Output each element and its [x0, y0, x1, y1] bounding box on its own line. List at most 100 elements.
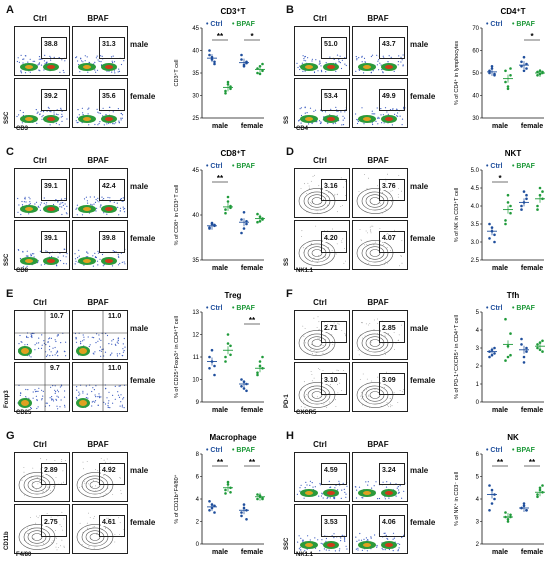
x-tick-label: female: [241, 123, 263, 130]
flow-x-axis-label: CD3: [16, 126, 29, 132]
data-point: [541, 339, 544, 343]
y-tick-label: 3: [476, 346, 480, 352]
flow-y-axis-label: SS: [284, 115, 290, 124]
panel-label: C: [6, 146, 14, 158]
chart-title: CD3⁺T: [220, 7, 245, 16]
row-label-male: male: [130, 40, 149, 49]
chart-title: NKT: [505, 149, 522, 158]
y-tick-label: 10: [192, 378, 199, 384]
data-point: [536, 70, 539, 74]
gate: [379, 463, 405, 485]
gate: [99, 231, 125, 253]
flow-plot: 2.71: [294, 310, 350, 360]
column-header-bpaf: BPAF: [87, 14, 109, 23]
data-point: [258, 360, 262, 363]
data-point: [229, 87, 232, 91]
x-tick-label: female: [521, 407, 543, 414]
significance-marker: **: [529, 458, 536, 467]
gate: [379, 515, 405, 537]
panel-label: A: [6, 4, 14, 16]
gate-percentage: 39.8: [101, 235, 117, 242]
y-tick-label: 4: [196, 497, 200, 503]
data-point: [509, 67, 512, 70]
gate-percentage: 4.20: [323, 235, 339, 242]
column-header-ctrl: Ctrl: [313, 156, 327, 165]
flow-density: [17, 196, 68, 216]
flow-plot: 3.24: [352, 452, 408, 502]
data-point: [261, 355, 264, 359]
column-header-ctrl: Ctrl: [33, 298, 47, 307]
flow-y-axis-label: PD-1: [284, 394, 290, 408]
flow-x-axis-label: CXCR5: [296, 410, 317, 416]
data-point: [493, 240, 496, 244]
data-point: [488, 222, 491, 226]
flow-plot: 53.4: [294, 78, 350, 128]
chart-title: CD4⁺T: [500, 7, 525, 16]
flow-plot: 10.7: [14, 310, 70, 360]
y-axis-label: % of NK in CD3⁺T cell: [453, 188, 460, 242]
flow-density: [75, 55, 125, 74]
row-label-male: male: [410, 324, 429, 333]
data-point: [256, 220, 259, 224]
data-point: [256, 373, 259, 377]
significance-marker: *: [530, 32, 534, 41]
data-point: [256, 71, 259, 75]
flow-density: [298, 316, 347, 356]
data-point: [245, 222, 248, 226]
legend-ctrl: • Ctrl: [206, 21, 223, 28]
flow-plot: 3.53: [294, 504, 350, 554]
flow-plot: 39.1: [14, 220, 70, 270]
panel-label: F: [286, 288, 293, 300]
data-point: [245, 518, 248, 521]
y-tick-label: 8: [196, 452, 200, 458]
flow-x-axis-label: NK1.1: [296, 552, 314, 558]
significance-marker: *: [498, 174, 502, 183]
data-point: [493, 497, 496, 501]
flow-density: [356, 318, 402, 356]
y-tick-label: 30: [192, 94, 199, 100]
column-header-ctrl: Ctrl: [313, 440, 327, 449]
data-point: [541, 190, 544, 193]
flow-plot: 4.07: [352, 220, 408, 270]
gate-percentage: 53.4: [323, 93, 339, 100]
scatter-chart: NKT• Ctrl • BPAF 2.5 3.0 3.5 4.0 4.5 5.0 % of NK…: [453, 149, 545, 272]
data-point: [213, 60, 216, 64]
flow-density: [75, 106, 124, 126]
data-point: [509, 353, 512, 357]
data-point: [525, 346, 528, 350]
flow-plot: 3.09: [352, 362, 408, 412]
flow-density: [298, 368, 344, 408]
data-point: [224, 492, 227, 495]
gate-percentage: 3.76: [381, 183, 397, 190]
flow-density: [354, 481, 406, 500]
x-tick-label: female: [241, 265, 263, 272]
panel-label: D: [286, 146, 294, 158]
flow-density: [73, 363, 127, 411]
flow-grid: Ctrl BPAF male 2.89 4.92 female 2.75 4.61 F4/80 C…: [4, 440, 162, 560]
flow-plot: 49.9: [352, 78, 408, 128]
column-header-ctrl: Ctrl: [313, 298, 327, 307]
panel-label: B: [286, 4, 294, 16]
gate: [99, 515, 125, 537]
gate: [41, 89, 67, 111]
gate-percentage: 2.85: [381, 325, 397, 332]
legend-bpaf: • BPAF: [232, 305, 256, 312]
flow-density: [355, 54, 404, 74]
flow-plot: 4.06: [352, 504, 408, 554]
flow-x-axis-label: CD4: [296, 126, 309, 132]
y-tick-label: 3.0: [471, 240, 480, 246]
gate-percentage: 42.4: [101, 183, 117, 190]
data-point: [538, 186, 542, 190]
y-tick-label: 25: [192, 116, 199, 122]
data-point: [520, 65, 523, 68]
data-point: [490, 502, 494, 505]
chart-title: NK: [507, 433, 519, 442]
y-tick-label: 6: [196, 475, 200, 481]
data-point: [509, 513, 512, 517]
y-tick-label: 2: [476, 364, 480, 370]
x-tick-label: female: [521, 265, 543, 272]
chart-title: Tfh: [507, 291, 520, 300]
y-tick-label: 45: [192, 26, 199, 32]
data-point: [541, 484, 544, 487]
legend-bpaf: • BPAF: [232, 21, 256, 28]
